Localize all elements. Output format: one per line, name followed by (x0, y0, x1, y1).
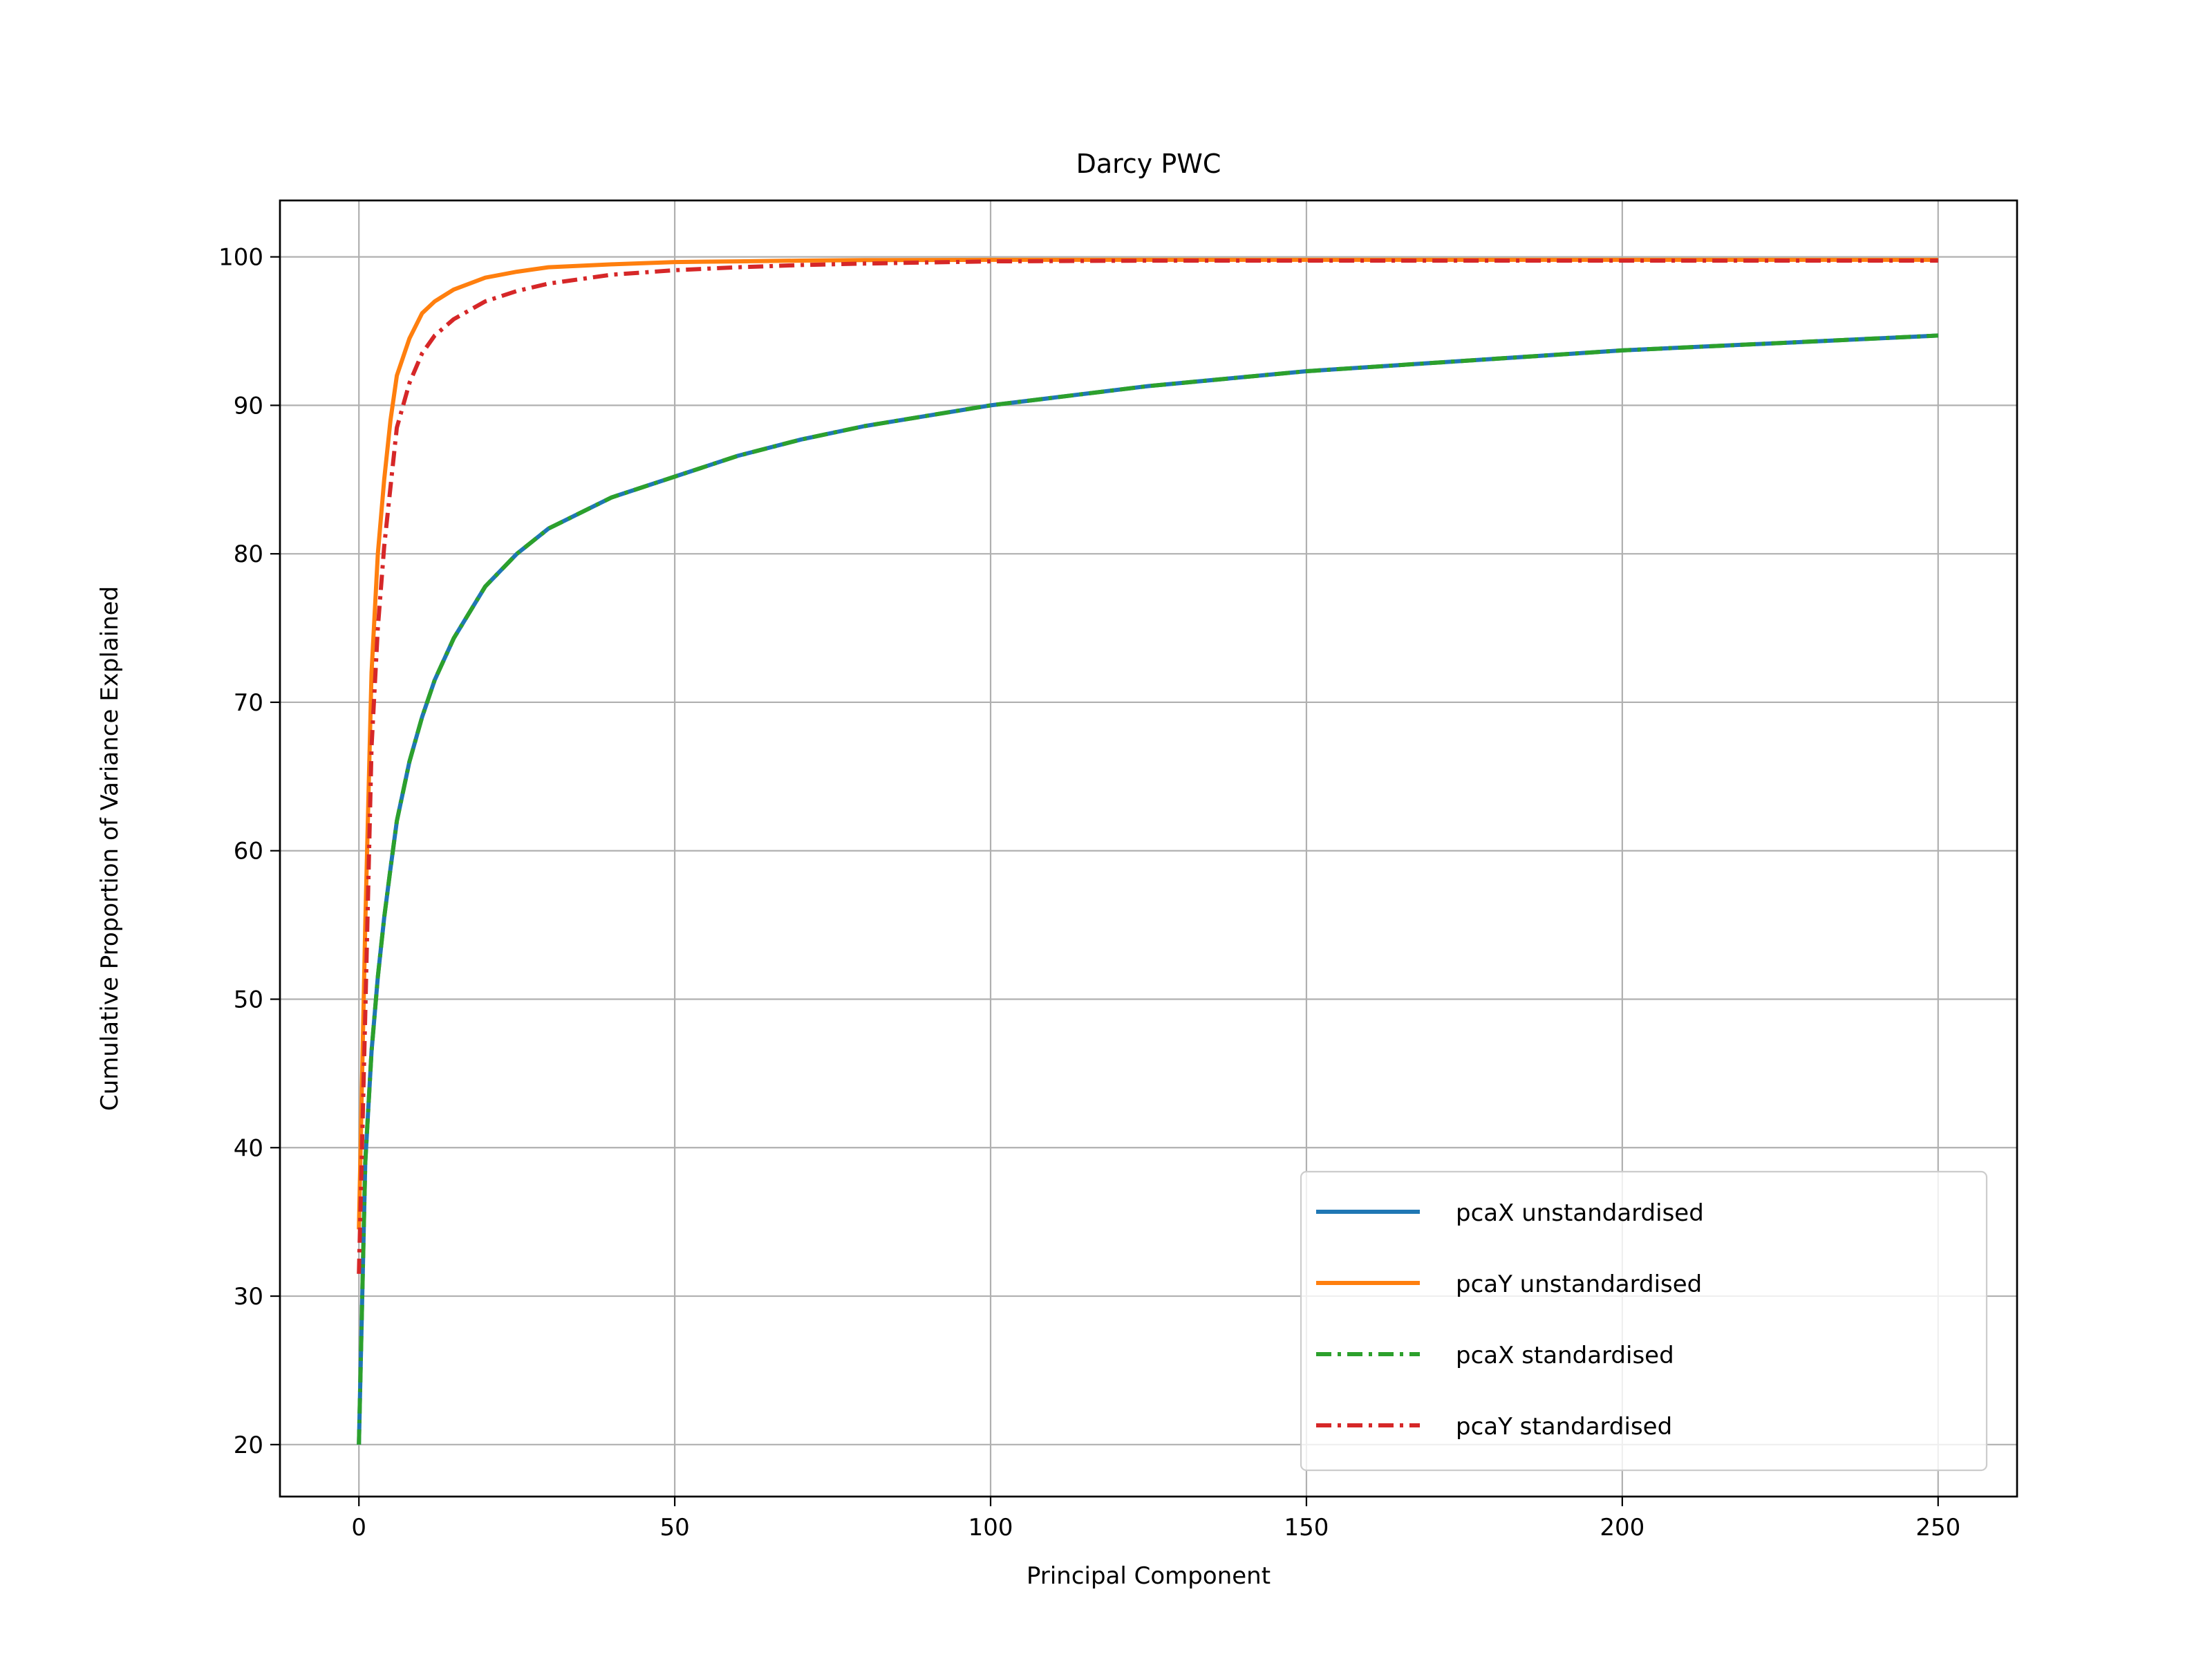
x-tick-label: 150 (1284, 1514, 1329, 1541)
legend-label-4: pcaY standardised (1456, 1413, 1672, 1441)
y-tick-label: 30 (234, 1283, 263, 1311)
x-tick-label: 0 (351, 1514, 366, 1541)
axis-ticks: 0 50 100 150 200 250 20 30 40 50 60 70 80 90 100 (218, 244, 1960, 1541)
chart-title: Darcy PWC (1076, 149, 1221, 179)
series-line-3 (357, 333, 1938, 1445)
y-tick-label: 70 (234, 689, 263, 717)
y-tick-label: 40 (234, 1134, 263, 1162)
grid (280, 200, 2017, 1497)
plot-frame (279, 199, 2018, 1498)
x-tick-label: 200 (1600, 1514, 1644, 1541)
legend: pcaX unstandardised pcaY unstandardised pc… (1300, 1170, 1988, 1472)
y-axis-label: Cumulative Proportion of Variance Explai… (96, 586, 124, 1111)
x-tick-label: 100 (968, 1514, 1013, 1541)
legend-label-2: pcaY unstandardised (1456, 1271, 1702, 1298)
x-axis-label: Principal Component (1027, 1562, 1271, 1590)
y-tick-label: 80 (234, 541, 263, 568)
series-line-4 (357, 259, 1938, 1274)
y-tick-label: 20 (234, 1432, 263, 1459)
series-lines (357, 257, 1938, 1445)
legend-label-3: pcaX standardised (1456, 1342, 1674, 1369)
y-tick-label: 100 (218, 244, 263, 272)
x-tick-label: 250 (1915, 1514, 1960, 1541)
legend-box (1300, 1170, 1988, 1472)
legend-label-1: pcaX unstandardised (1456, 1199, 1704, 1227)
y-tick-label: 60 (234, 838, 263, 865)
x-tick-label: 50 (660, 1514, 690, 1541)
y-tick-label: 90 (234, 392, 263, 420)
y-tick-label: 50 (234, 986, 263, 1013)
